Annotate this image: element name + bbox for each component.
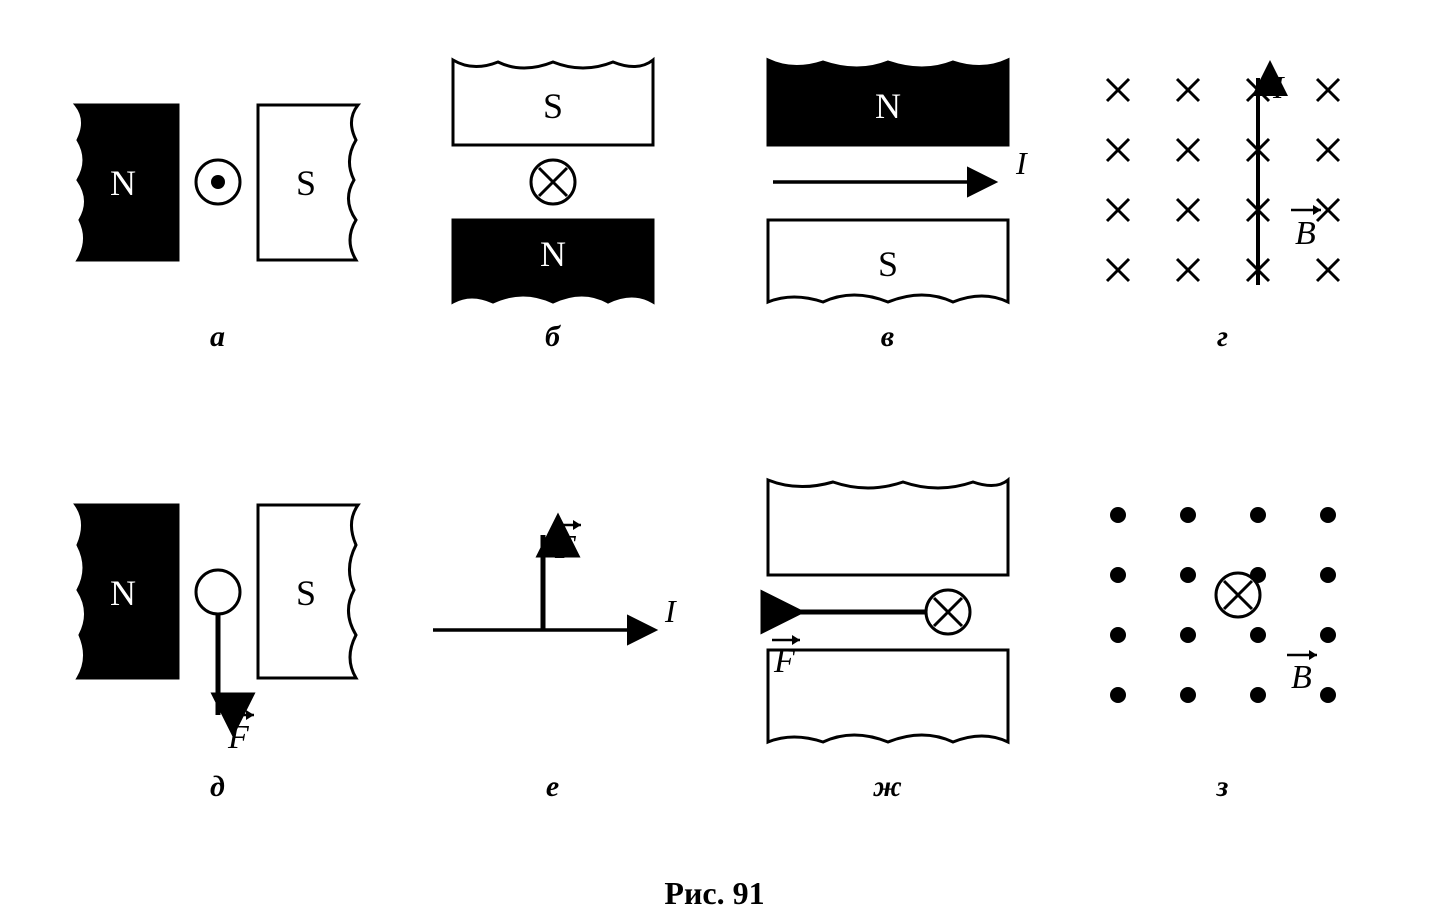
diagram-v: N S I: [738, 50, 1038, 310]
current-label: I: [664, 593, 677, 629]
sublabel-g: г: [1217, 320, 1228, 354]
n-pole-label: N: [540, 234, 566, 274]
diagram-zh: F: [738, 460, 1038, 760]
svg-text:F: F: [554, 529, 577, 566]
panel-a: N S а: [60, 50, 375, 370]
n-pole-label: N: [875, 86, 901, 126]
bottom-pole: [768, 650, 1008, 742]
panel-b: S N б: [395, 50, 710, 370]
svg-text:F: F: [227, 719, 250, 756]
diagram-z: B: [1073, 460, 1373, 760]
b-field-label: B: [1291, 205, 1321, 252]
panel-z: B з: [1065, 460, 1380, 840]
figure-caption: Рис. 91: [0, 875, 1429, 912]
conductor-icon: [196, 570, 240, 614]
force-label: F: [553, 520, 581, 566]
sublabel-z: з: [1217, 770, 1229, 804]
diagram-d: N S F: [68, 460, 368, 760]
diagram-a: N S: [68, 50, 368, 310]
current-label: I: [1272, 69, 1285, 105]
panel-e: I F е: [395, 460, 710, 840]
s-pole-label: S: [877, 244, 897, 284]
figure-page: N S а S N: [0, 0, 1429, 914]
current-out-dot: [211, 175, 225, 189]
diagram-e: I F: [403, 460, 703, 760]
svg-text:B: B: [1291, 659, 1312, 696]
n-pole-label: N: [110, 163, 136, 203]
diagram-b: S N: [403, 50, 703, 310]
diagram-g: I B: [1073, 50, 1373, 310]
sublabel-zh: ж: [873, 770, 902, 804]
panel-d: N S F д: [60, 460, 375, 840]
current-label: I: [1015, 145, 1028, 181]
sublabel-a: а: [210, 320, 225, 354]
sublabel-e: е: [546, 770, 559, 804]
top-pole: [768, 480, 1008, 575]
panel-zh: F ж: [730, 460, 1045, 840]
b-field-label: B: [1287, 650, 1317, 696]
n-pole-label: N: [110, 573, 136, 613]
s-pole-label: S: [542, 86, 562, 126]
s-pole-label: S: [295, 163, 315, 203]
s-pole-label: S: [295, 573, 315, 613]
sublabel-b: б: [545, 320, 560, 354]
panel-g: I B г: [1065, 50, 1380, 370]
panel-grid: N S а S N: [60, 50, 1380, 840]
sublabel-d: д: [210, 770, 225, 804]
force-label: F: [226, 710, 254, 756]
panel-v: N S I в: [730, 50, 1045, 370]
svg-text:B: B: [1295, 215, 1316, 252]
sublabel-v: в: [881, 320, 894, 354]
svg-text:F: F: [773, 643, 796, 680]
